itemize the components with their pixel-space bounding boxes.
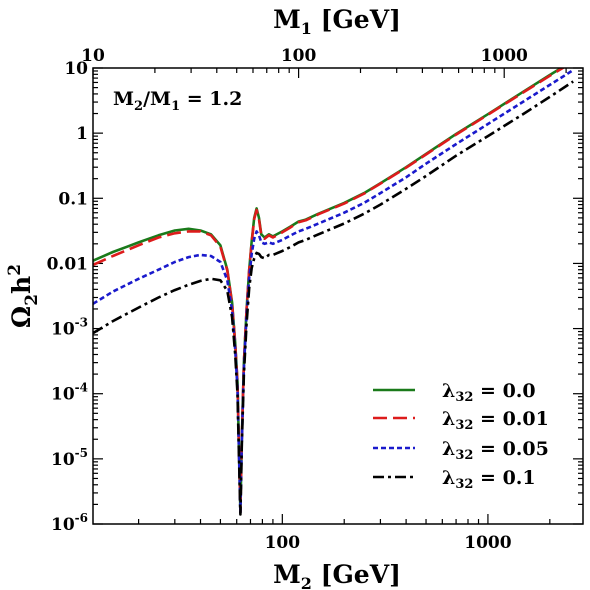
y-tick-label-base: 10: [64, 59, 88, 79]
annotation-slash: /: [143, 88, 150, 110]
legend-label-2: λ32 = 0.05: [442, 438, 549, 463]
annotation-m2: M: [113, 88, 134, 110]
legend-value: = 0.0: [473, 380, 535, 402]
top-axis-title-sub: 1: [301, 19, 312, 38]
y-tick-label-base: 10: [51, 515, 75, 535]
top-axis-title-unit: [GeV]: [312, 5, 401, 34]
legend-subscript: 32: [455, 448, 473, 463]
y-tick-label: 10-6: [51, 511, 88, 535]
y-tick-label-exponent: -5: [75, 446, 88, 460]
y-tick-label-base: 1: [76, 124, 88, 144]
y-tick-label-exponent: -6: [75, 511, 88, 525]
y-tick-label: 0.01: [47, 254, 88, 274]
plot-background: [93, 68, 583, 524]
y-axis-title-base: Ω: [7, 306, 36, 328]
y-axis-title-tail: h: [7, 276, 36, 294]
y-tick-label: 10-3: [51, 316, 88, 340]
series-line-1: [93, 68, 566, 514]
legend-value: = 0.01: [473, 408, 548, 430]
y-axis-title-sup: 2: [5, 264, 25, 276]
annotation-m1: M: [150, 88, 171, 110]
annotation-m1-sub: 1: [171, 99, 180, 114]
y-tick-label: 0.1: [58, 189, 88, 209]
y-tick-label-base: 10: [51, 385, 75, 405]
legend-symbol: λ: [442, 438, 455, 460]
x-axis-title: M2 [GeV]: [273, 560, 401, 590]
y-tick-label: 10-5: [51, 446, 88, 470]
legend-label-1: λ32 = 0.01: [442, 408, 549, 433]
top-x-tick-label: 1000: [481, 46, 528, 66]
x-axis-title-base: M: [273, 560, 301, 589]
legend-symbol: λ: [442, 467, 455, 489]
x-tick-label: 1000: [464, 533, 511, 553]
y-tick-label-exponent: -4: [75, 381, 88, 395]
y-tick-label-base: 0.01: [47, 254, 88, 274]
legend-value: = 0.05: [473, 438, 548, 460]
top-x-tick-label: 100: [281, 46, 317, 66]
legend-subscript: 32: [455, 477, 473, 492]
legend-subscript: 32: [455, 418, 473, 433]
y-tick-label-base: 0.1: [58, 189, 88, 209]
series-lines: [93, 68, 574, 516]
x-axis-title-sub: 2: [301, 574, 312, 590]
legend-label-3: λ32 = 0.1: [442, 467, 536, 492]
x-axis-title-unit: [GeV]: [312, 560, 401, 589]
legend-symbol: λ: [442, 408, 455, 430]
top-x-tick-label: 10: [81, 46, 105, 66]
annotation-m2-sub: 2: [134, 99, 143, 114]
y-tick-label: 10-4: [51, 381, 88, 405]
top-axis-title: M1 [GeV]: [273, 5, 401, 38]
y-tick-label-base: 10: [51, 450, 75, 470]
plot-frame: [92, 67, 584, 525]
legend-subscript: 32: [455, 390, 473, 405]
annotation-value: = 1.2: [180, 88, 242, 110]
legend-label-0: λ32 = 0.0: [442, 380, 536, 405]
mass-ratio-annotation: M2/M1 = 1.2: [113, 88, 242, 114]
y-tick-label: 1: [76, 124, 88, 144]
y-axis-title: Ω2h2: [5, 264, 42, 328]
y-axis-title-sub: 2: [22, 294, 42, 306]
legend-value: = 0.1: [473, 467, 535, 489]
y-tick-label-base: 10: [51, 320, 75, 340]
x-tick-label: 100: [265, 533, 301, 553]
legend-symbol: λ: [442, 380, 455, 402]
top-axis-title-base: M: [273, 5, 301, 34]
y-tick-label-exponent: -3: [75, 316, 88, 330]
y-tick-label: 10: [64, 59, 88, 79]
